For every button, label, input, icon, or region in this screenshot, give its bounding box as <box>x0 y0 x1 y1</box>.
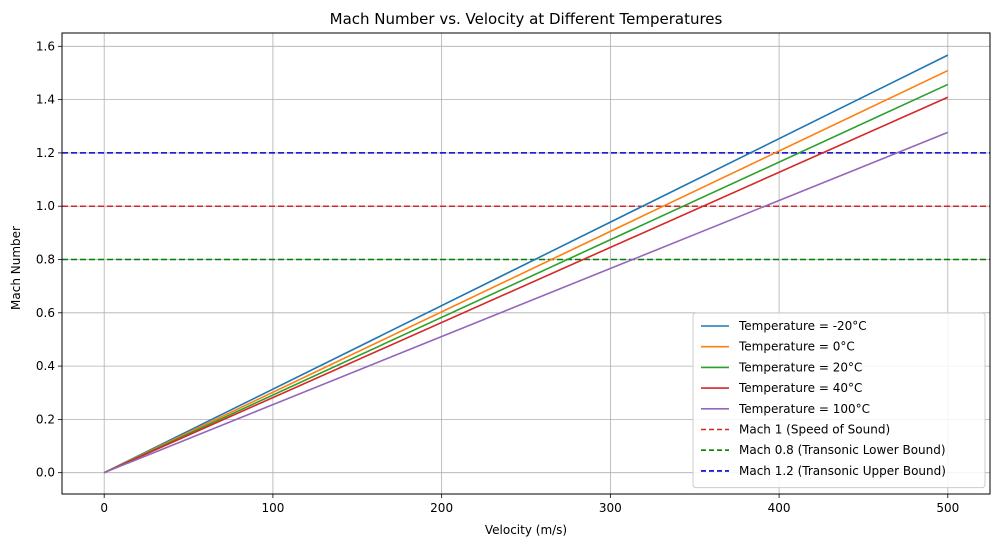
y-axis-ticks: 0.0 0.2 0.4 0.6 0.8 1.0 1.2 1.4 1.6 <box>36 39 62 480</box>
legend-label: Temperature = 0°C <box>738 340 855 354</box>
y-tick-label: 0.2 <box>36 412 55 426</box>
legend-label: Temperature = -20°C <box>738 319 867 333</box>
legend-label: Temperature = 100°C <box>738 402 870 416</box>
y-tick-label: 0.0 <box>36 466 55 480</box>
series-line <box>103 69 949 474</box>
legend-label: Temperature = 40°C <box>738 381 862 395</box>
x-axis-ticks: 0 100 200 300 400 500 <box>100 494 959 515</box>
x-tick-label: 500 <box>936 501 959 515</box>
y-tick-label: 1.6 <box>36 39 55 53</box>
y-tick-label: 0.6 <box>36 306 55 320</box>
legend-label: Mach 1 (Speed of Sound) <box>739 423 890 437</box>
series-line <box>103 96 949 474</box>
series-line <box>103 83 949 474</box>
y-tick-label: 1.0 <box>36 199 55 213</box>
x-tick-label: 200 <box>430 501 453 515</box>
series-lines <box>103 54 949 474</box>
legend-label: Temperature = 20°C <box>738 360 862 374</box>
series-line <box>103 131 949 474</box>
y-axis-label: Mach Number <box>9 226 23 310</box>
legend-label: Mach 0.8 (Transonic Lower Bound) <box>739 443 946 457</box>
plot-frame <box>61 32 991 495</box>
legend-box <box>692 312 986 489</box>
series-line <box>103 54 949 474</box>
y-tick-label: 1.2 <box>36 146 55 160</box>
x-axis-label: Velocity (m/s) <box>485 523 567 537</box>
reference-lines <box>62 152 990 261</box>
y-tick-label: 0.8 <box>36 253 55 267</box>
legend: Temperature = -20°C Temperature = 0°C Temp… <box>692 312 986 489</box>
x-tick-label: 0 <box>100 501 108 515</box>
chart-title: Mach Number vs. Velocity at Different Te… <box>330 10 723 28</box>
x-tick-label: 100 <box>261 501 284 515</box>
x-tick-label: 400 <box>768 501 791 515</box>
legend-label: Mach 1.2 (Transonic Upper Bound) <box>739 464 946 478</box>
y-tick-label: 1.4 <box>36 93 55 107</box>
x-tick-label: 300 <box>599 501 622 515</box>
y-tick-label: 0.4 <box>36 359 55 373</box>
